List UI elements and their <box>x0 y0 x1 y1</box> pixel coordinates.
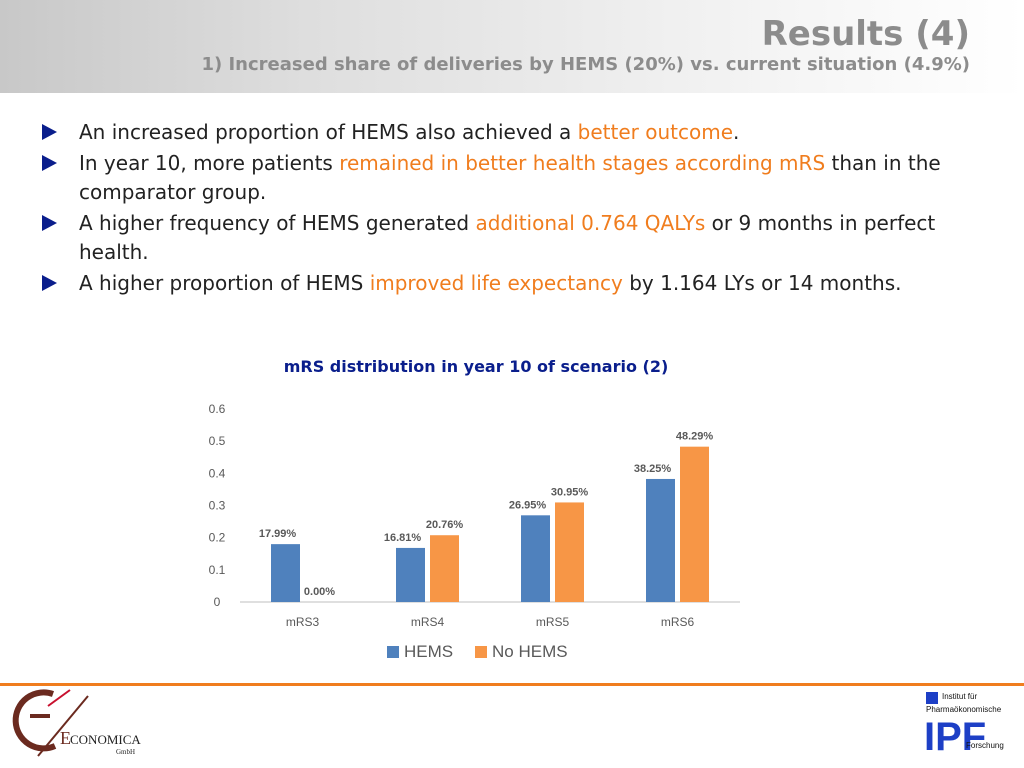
bullet-item: A higher proportion of HEMS improved lif… <box>40 269 960 298</box>
x-tick-label: mRS6 <box>661 615 695 629</box>
data-label: 30.95% <box>551 486 589 498</box>
y-tick-label: 0 <box>214 595 221 609</box>
bullet-highlight: better outcome <box>577 120 733 144</box>
y-tick-label: 0.6 <box>209 402 226 416</box>
legend-swatch-no-hems <box>475 646 487 658</box>
page-subtitle: 1) Increased share of deliveries by HEMS… <box>201 54 970 75</box>
bar-mrs4-hems <box>396 547 425 602</box>
bullet-text: A higher proportion of HEMS <box>79 271 370 295</box>
bullet-highlight: additional 0.764 QALYs <box>475 211 706 235</box>
bar-mrs6-no-hems <box>680 446 709 602</box>
x-tick-label: mRS4 <box>411 615 445 629</box>
bullet-list: An increased proportion of HEMS also ach… <box>40 118 960 300</box>
ipf-logo-mark: IPF <box>924 715 986 759</box>
bullet-text: An increased proportion of HEMS also ach… <box>79 120 578 144</box>
bullet-highlight: improved life expectancy <box>369 271 623 295</box>
footer-divider <box>0 683 1024 686</box>
bullet-text: In year 10, more patients <box>79 151 340 175</box>
ipf-logo: Institut für Pharmaökonomische IPF Forsc… <box>924 692 1004 759</box>
bullet-text: . <box>733 120 740 144</box>
y-tick-label: 0.5 <box>209 434 226 448</box>
y-tick-label: 0.4 <box>209 466 226 480</box>
bar-chart: 0 0.1 0.2 0.3 0.4 0.5 0.6 17.99% 0.00% mRS3 16.81%… <box>209 402 740 661</box>
x-tick-label: mRS3 <box>286 615 320 629</box>
data-label: 38.25% <box>634 463 672 475</box>
x-tick-label: mRS5 <box>536 615 570 629</box>
bar-mrs4-no-hems <box>430 535 459 602</box>
legend-label-no-hems: No HEMS <box>492 642 568 661</box>
ipf-logo-line1: Institut für <box>942 692 977 701</box>
bar-mrs3-hems <box>271 544 300 602</box>
data-label: 17.99% <box>259 528 297 540</box>
legend-swatch-hems <box>387 646 399 658</box>
bullet-item: A higher frequency of HEMS generated add… <box>40 209 960 267</box>
page-title: Results (4) <box>761 14 970 54</box>
header-banner: Results (4) 1) Increased share of delive… <box>0 0 1024 93</box>
ipf-logo-line2: Pharmaökonomische <box>926 705 1002 714</box>
triangle-bullet-icon <box>42 215 57 231</box>
bar-mrs5-hems <box>521 515 550 602</box>
data-label: 0.00% <box>304 586 335 598</box>
bullet-highlight: remained in better health stages accordi… <box>339 151 826 175</box>
y-tick-label: 0.1 <box>209 563 226 577</box>
triangle-bullet-icon <box>42 275 57 291</box>
bullet-item: In year 10, more patients remained in be… <box>40 149 960 207</box>
economica-logo-sub: GmbH <box>116 748 135 756</box>
bullet-text: by 1.164 LYs or 14 months. <box>622 271 902 295</box>
bullet-text: A higher frequency of HEMS generated <box>79 211 476 235</box>
bullet-text: or 9 months in perfect health. <box>79 211 936 264</box>
y-tick-label: 0.3 <box>209 499 226 513</box>
bullet-text: than in the comparator group. <box>79 151 941 204</box>
chart-title: mRS distribution in year 10 of scenario … <box>283 357 669 376</box>
bar-mrs5-no-hems <box>555 502 584 602</box>
data-label: 20.76% <box>426 519 464 531</box>
data-label: 26.95% <box>509 499 547 511</box>
triangle-bullet-icon <box>42 124 57 140</box>
economica-logo: E CONOMICA GmbH <box>12 689 141 757</box>
bullet-item: An increased proportion of HEMS also ach… <box>40 118 960 147</box>
data-label: 16.81% <box>384 532 422 544</box>
ipf-logo-line3: Forschung <box>966 741 1004 750</box>
bar-mrs6-hems <box>646 478 675 602</box>
legend-label-hems: HEMS <box>404 642 453 661</box>
triangle-bullet-icon <box>42 155 57 171</box>
data-label: 48.29% <box>676 431 714 443</box>
economica-logo-text: CONOMICA <box>70 732 141 747</box>
y-tick-label: 0.2 <box>209 531 226 545</box>
economica-logo-initial: E <box>60 728 71 748</box>
